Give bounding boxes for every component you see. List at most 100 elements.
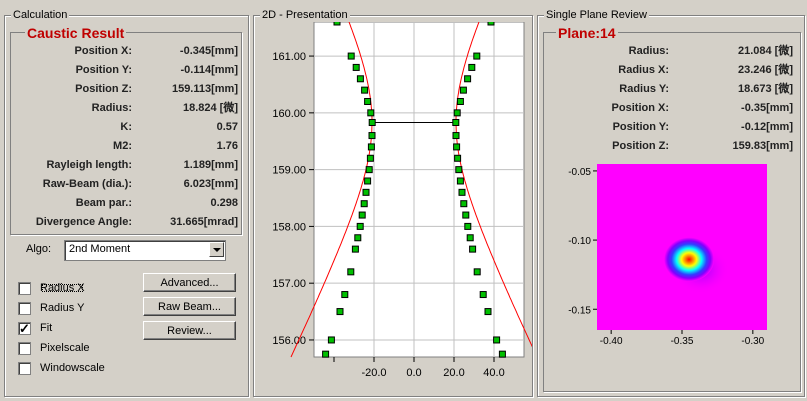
checkbox-label: Radius X (40, 282, 85, 294)
checkbox-box[interactable] (18, 302, 31, 315)
data-point (466, 234, 474, 242)
data-point (484, 308, 492, 316)
data-point (322, 350, 330, 358)
plane-row: Radius Y: 18.673 [微] (545, 80, 797, 98)
fit-curve (290, 22, 373, 358)
result-label: Rayleigh length: (46, 159, 132, 171)
x-tick-label: -0.30 (741, 336, 764, 347)
plane-row: Radius: 21.084 [微] (545, 42, 797, 60)
x-tick-label: 40.0 (483, 367, 504, 379)
data-point (351, 245, 359, 253)
result-row: Rayleigh length: 1.189[mm] (10, 156, 246, 174)
data-point (336, 308, 344, 316)
y-tick-label: -0.15 (568, 305, 591, 316)
data-point (464, 222, 472, 230)
result-label: Position X: (74, 45, 132, 57)
checkbox-box[interactable] (18, 362, 31, 375)
raw-beam-button[interactable]: Raw Beam... (143, 297, 236, 316)
data-point (362, 188, 370, 196)
y-tick-label: -0.05 (568, 167, 591, 178)
data-point (487, 22, 495, 26)
plane-value: -0.12[mm] (741, 121, 793, 133)
caustic-chart[interactable]: -20.0 0.0 20.0 40.0 156.00 157.00 158.00 159.00… (254, 22, 532, 392)
result-label: K: (120, 121, 132, 133)
single-plane-group: Single Plane Review (537, 9, 805, 397)
fit-curve (455, 22, 532, 348)
advanced-button[interactable]: Advanced... (143, 273, 236, 292)
checkbox-label: Radius Y (40, 302, 85, 314)
plane-label: Radius X: (618, 64, 669, 76)
result-value: 1.189[mm] (183, 159, 238, 171)
algo-select[interactable]: 2nd Moment (64, 240, 226, 261)
result-row: Position Z: 159.113[mm] (10, 80, 246, 98)
result-label: Divergence Angle: (35, 216, 132, 228)
single-plane-group-title: Single Plane Review (544, 9, 649, 22)
chevron-down-icon[interactable] (209, 242, 224, 257)
result-row: M2: 1.76 (10, 137, 246, 155)
data-point (366, 154, 374, 162)
caustic-result-title: Caustic Result (25, 25, 127, 41)
x-tick-label: -0.40 (600, 336, 623, 347)
result-row: K: 0.57 (10, 118, 246, 136)
result-value: 6.023[mm] (183, 178, 238, 190)
data-point (367, 143, 375, 151)
checkbox-windowscale[interactable]: Windowscale (18, 361, 128, 377)
presentation-group-title: 2D - Presentation (260, 9, 350, 22)
data-point (493, 336, 501, 344)
result-label: Position Z: (75, 83, 132, 95)
algo-select-value: 2nd Moment (69, 243, 131, 255)
data-point (368, 132, 376, 140)
checkbox-box[interactable] (18, 342, 31, 355)
plane-label: Position Z: (612, 140, 669, 152)
data-point (347, 52, 355, 60)
x-tick-label: -20.0 (361, 367, 386, 379)
checkbox-fit[interactable]: ✓ Fit (18, 321, 128, 337)
y-tick-label: 158.00 (272, 221, 306, 233)
data-point (479, 291, 487, 299)
plane-row: Position Z: 159.83[mm] (545, 137, 797, 155)
plane-row: Radius X: 23.246 [微] (545, 61, 797, 79)
result-label: M2: (113, 140, 132, 152)
plane-value: 23.246 [微] (737, 64, 793, 76)
data-point (464, 75, 472, 83)
checkbox-box[interactable] (18, 282, 31, 295)
y-tick-label: 157.00 (272, 278, 306, 290)
checkbox-box[interactable]: ✓ (18, 321, 31, 336)
result-row: Position X: -0.345[mm] (10, 42, 246, 60)
result-value: 0.298 (210, 197, 238, 209)
data-point (367, 109, 375, 117)
plane-label: Radius Y: (619, 83, 669, 95)
result-value: 18.824 [微] (182, 102, 238, 114)
beam-profile-heatmap[interactable]: -0.40 -0.35 -0.30 -0.05 -0.10 -0.15 (549, 158, 789, 358)
plane-value: 21.084 [微] (737, 45, 793, 57)
checkbox-label: Windowscale (40, 362, 105, 374)
data-point (498, 350, 506, 358)
result-label: Radius: (91, 102, 132, 114)
result-value: 159.113[mm] (171, 83, 238, 95)
data-point (462, 211, 470, 219)
data-point (453, 143, 461, 151)
data-point (364, 97, 372, 105)
data-point (452, 132, 460, 140)
result-value: -0.345[mm] (179, 45, 238, 57)
data-point (452, 119, 460, 126)
plane-value: -0.35[mm] (741, 102, 793, 114)
data-point (459, 86, 467, 94)
result-label: Position Y: (75, 64, 132, 76)
data-point (458, 188, 466, 196)
result-value: 0.57 (216, 121, 238, 133)
checkbox-pixelscale[interactable]: Pixelscale (18, 341, 128, 357)
plane-row: Position X: -0.35[mm] (545, 99, 797, 117)
data-point (354, 234, 362, 242)
checkbox-radius-x[interactable]: Radius X (18, 281, 128, 297)
data-point (456, 97, 464, 105)
x-tick-label: -0.35 (671, 336, 694, 347)
review-button[interactable]: Review... (143, 321, 236, 340)
data-point (469, 245, 477, 253)
x-tick-label: 0.0 (406, 367, 421, 379)
plane-label: Position X: (611, 102, 669, 114)
data-point (460, 200, 468, 208)
y-tick-label: 159.00 (272, 165, 306, 177)
checkbox-label: Pixelscale (40, 342, 90, 354)
checkbox-radius-y[interactable]: Radius Y (18, 301, 128, 317)
